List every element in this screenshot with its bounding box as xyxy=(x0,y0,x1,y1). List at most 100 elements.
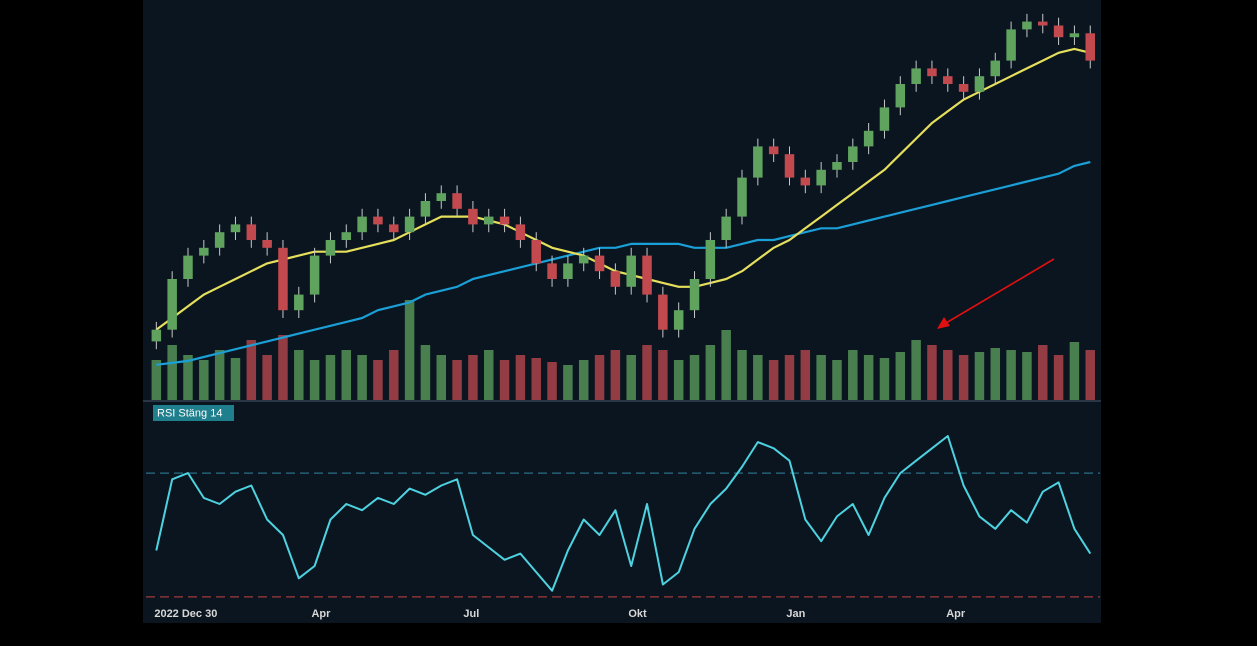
volume-bar xyxy=(895,352,906,400)
candle-body xyxy=(705,240,716,279)
candle-body xyxy=(816,169,826,186)
candle-body xyxy=(911,68,921,84)
volume-bar xyxy=(167,345,177,400)
volume-bar xyxy=(1085,350,1095,400)
volume-bar xyxy=(1022,352,1032,400)
candle-body xyxy=(404,216,415,233)
candle-body xyxy=(642,255,652,295)
candle-body xyxy=(515,224,526,240)
arrow-head xyxy=(937,317,950,329)
candle-body xyxy=(468,208,478,225)
volume-bar xyxy=(768,360,779,400)
candle-body xyxy=(737,177,747,217)
volume-bar xyxy=(515,355,526,400)
volume-bar xyxy=(673,360,684,400)
candle-body xyxy=(895,84,906,108)
volume-bar xyxy=(927,345,937,400)
x-tick-label: 2022 Dec 30 xyxy=(154,608,217,620)
volume-bar xyxy=(547,362,557,400)
volume-bar xyxy=(721,330,731,400)
volume-bar xyxy=(943,350,953,400)
volume-bar xyxy=(1069,342,1080,400)
volume-bar xyxy=(974,352,985,400)
volume-bar xyxy=(642,345,652,400)
candle-body xyxy=(563,263,573,279)
candle-body xyxy=(341,232,352,240)
volume-bar xyxy=(230,358,241,400)
volume-bar xyxy=(436,355,447,400)
moving-average xyxy=(156,160,1091,366)
candle-body xyxy=(389,224,399,233)
x-tick-label: Apr xyxy=(311,608,331,620)
candle-body xyxy=(658,294,668,330)
volume-bar xyxy=(499,360,510,400)
volume-bar xyxy=(373,360,383,400)
candle-body xyxy=(784,154,795,178)
candle-body xyxy=(1053,25,1064,38)
candle-body xyxy=(183,255,193,279)
volume-bar xyxy=(958,355,969,400)
candle-body xyxy=(721,216,731,240)
candle-body xyxy=(230,224,241,233)
volume-bar xyxy=(262,355,272,400)
volume-bar xyxy=(800,350,811,400)
volume-bar xyxy=(737,350,747,400)
volume-bar xyxy=(832,360,842,400)
volume-bar xyxy=(452,360,462,400)
candle-body xyxy=(879,107,890,131)
volume-bar xyxy=(389,350,399,400)
volume-bar xyxy=(357,355,367,400)
candle-body xyxy=(420,201,431,217)
candle-body xyxy=(325,240,336,256)
candle-body xyxy=(594,255,605,272)
volume-bar xyxy=(468,355,478,400)
volume-bar xyxy=(816,355,826,400)
candle-body xyxy=(262,240,272,248)
candle-body xyxy=(1022,21,1032,30)
volume-bar xyxy=(911,340,921,400)
x-tick-label: Okt xyxy=(628,608,647,620)
volume-bar xyxy=(1038,345,1048,400)
candle-body xyxy=(357,216,367,233)
annotation-arrow xyxy=(937,258,1055,329)
candle-body xyxy=(673,310,684,330)
rsi-line xyxy=(155,435,1092,592)
candle-body xyxy=(800,177,811,186)
volume-bar xyxy=(784,355,795,400)
volume-bar xyxy=(199,360,209,400)
candle-body xyxy=(1085,33,1095,61)
volume-bar xyxy=(483,350,494,400)
candle-body xyxy=(547,263,557,279)
candle-body xyxy=(1069,33,1080,38)
candle-body xyxy=(294,294,304,311)
volume-bar xyxy=(404,300,415,400)
candle-body xyxy=(958,84,969,92)
rsi-label-box xyxy=(153,405,234,421)
candle-body xyxy=(531,240,541,264)
candle-body xyxy=(436,193,447,201)
candle-body xyxy=(452,193,462,209)
candle-body xyxy=(151,329,162,342)
volume-bar xyxy=(658,350,668,400)
volume-bar xyxy=(578,360,589,400)
volume-bar xyxy=(563,365,573,400)
candle-body xyxy=(927,68,937,77)
volume-bar xyxy=(183,355,193,400)
volume-bar xyxy=(863,355,874,400)
candle-body xyxy=(1006,29,1016,61)
candle-body xyxy=(278,247,288,311)
volume-bar xyxy=(420,345,431,400)
candle-body xyxy=(943,76,953,84)
candle-body xyxy=(689,279,700,311)
volume-bar xyxy=(610,350,621,400)
volume-bar xyxy=(705,345,716,400)
volume-bar xyxy=(278,335,288,400)
volume-bar xyxy=(879,358,890,400)
candle-body xyxy=(499,216,510,225)
volume-bar xyxy=(294,350,304,400)
x-tick-label: Jul xyxy=(463,608,479,620)
volume-bar xyxy=(990,348,1001,400)
candle-body xyxy=(373,216,383,225)
volume-bar xyxy=(214,350,225,400)
